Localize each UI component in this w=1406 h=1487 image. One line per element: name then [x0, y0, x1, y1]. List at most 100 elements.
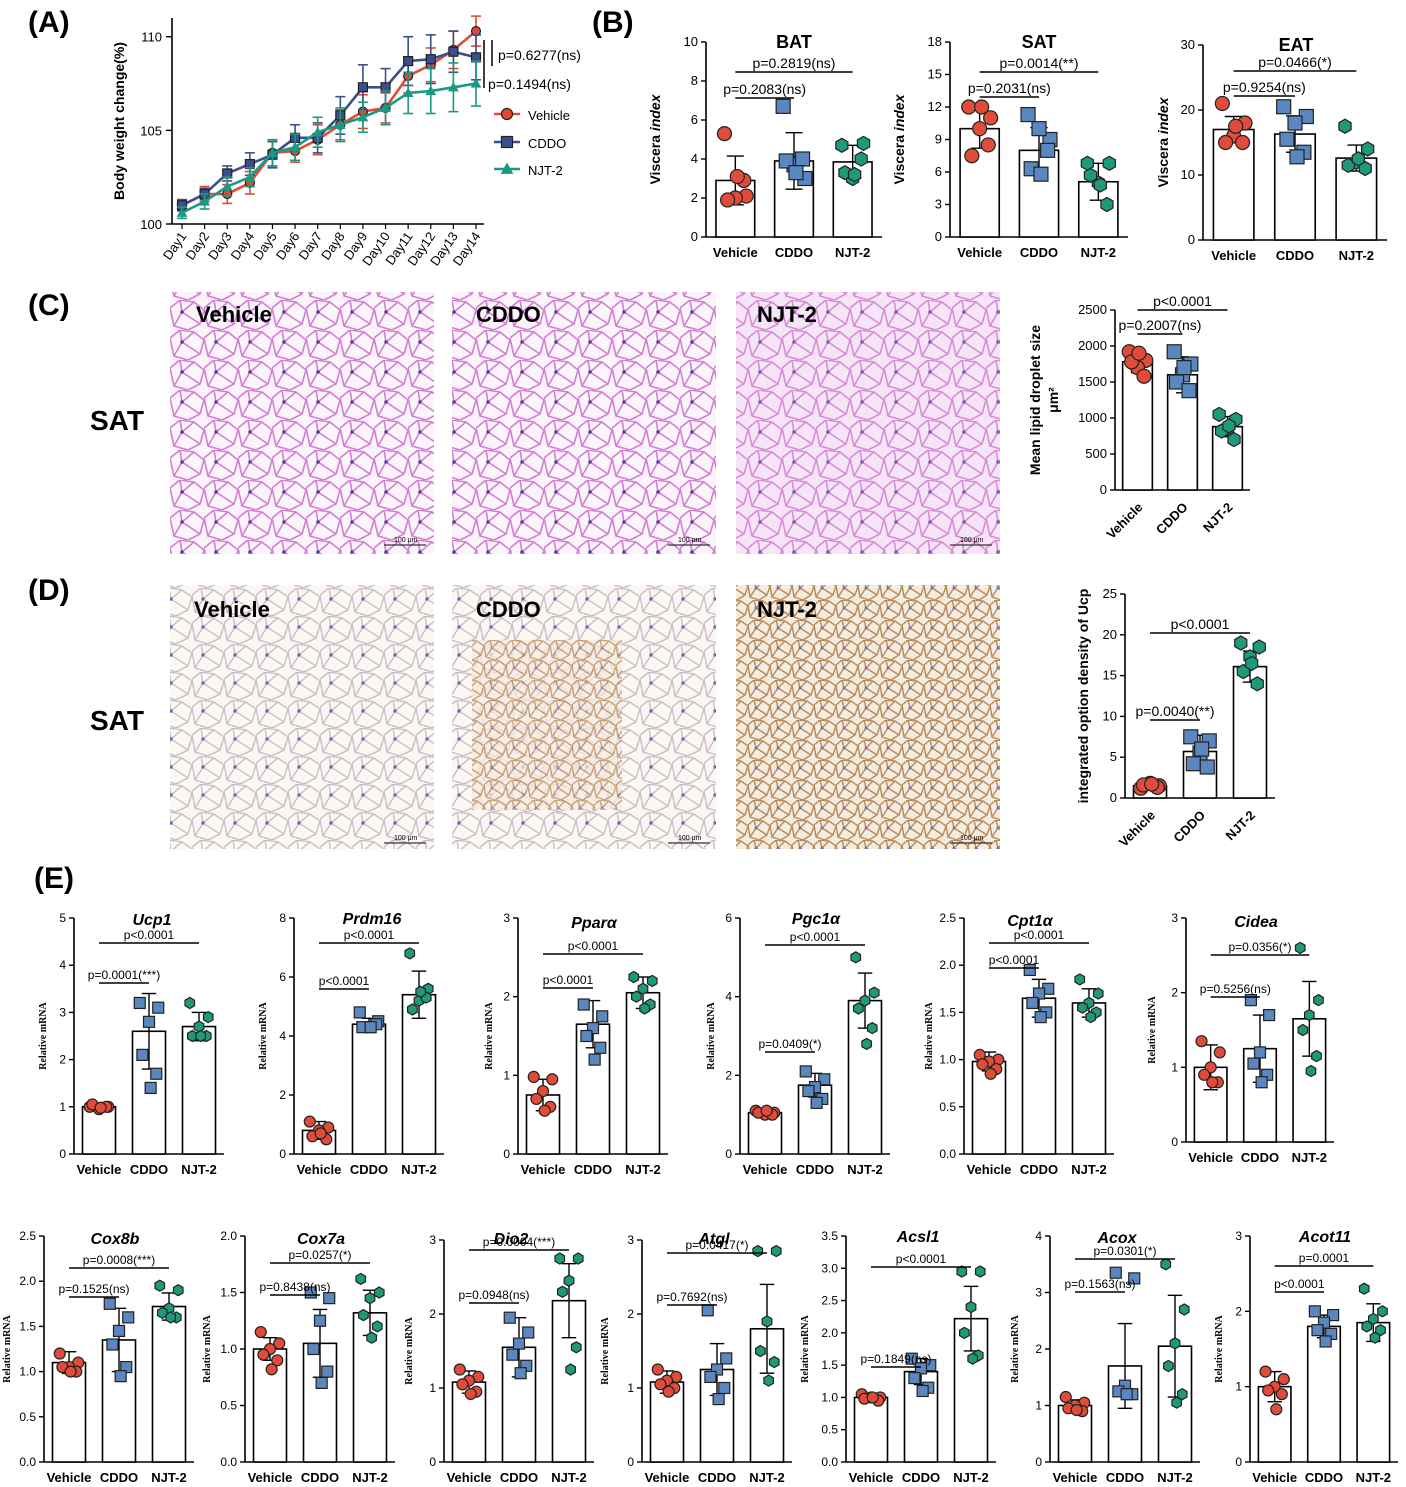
- y-axis-label: Relative mRNA: [600, 1316, 611, 1384]
- x-tick-label: CDDO: [301, 1470, 339, 1485]
- data-point: [1228, 118, 1244, 134]
- data-point: [1375, 1324, 1386, 1337]
- data-point: [122, 1311, 135, 1324]
- bar-Vehicle: [51, 1361, 87, 1463]
- data-point: [983, 110, 999, 126]
- x-tick-label: NJT-2: [1157, 1470, 1192, 1485]
- chart-title: Atgl: [697, 1231, 730, 1248]
- y-tick-label: 0: [503, 1147, 510, 1161]
- data-point: [716, 126, 733, 142]
- y-tick-label: 2.5: [19, 1229, 36, 1243]
- data-point: [850, 951, 862, 964]
- data-point: [1351, 151, 1366, 167]
- data-point: [854, 151, 868, 167]
- y-axis-label: Relative mRNA: [1147, 995, 1158, 1063]
- data-point: [112, 1324, 126, 1338]
- y-tick-label: 1500: [1078, 374, 1107, 389]
- x-tick-label: CDDO: [1153, 500, 1191, 538]
- y-tick-label: 3: [935, 197, 942, 212]
- scale-bar-label: 100 μm: [678, 835, 702, 842]
- data-point: [536, 1084, 550, 1098]
- y-tick-label: 15: [1103, 668, 1117, 683]
- y-tick-label: 0: [1171, 1135, 1178, 1149]
- data-point: [1234, 134, 1251, 151]
- data-point: [1120, 1388, 1133, 1401]
- y-tick-label: 5: [59, 911, 66, 925]
- data-point: [788, 165, 804, 181]
- data-point: [1252, 639, 1266, 655]
- y-axis-label-part: Viscera: [1155, 134, 1171, 187]
- x-tick-label: NJT-2: [749, 1470, 784, 1485]
- data-point: [1032, 987, 1046, 1000]
- y-tick-label: 1: [503, 1068, 510, 1082]
- data-point: [1250, 676, 1264, 692]
- x-tick-label: Day7: [295, 229, 325, 262]
- x-tick-label: Vehicle: [1103, 500, 1145, 542]
- y-tick-label: 3: [503, 911, 510, 925]
- data-point: [366, 1331, 377, 1344]
- data-point: [133, 996, 146, 1010]
- x-tick-label: NJT-2: [151, 1470, 186, 1485]
- data-point: [1136, 368, 1152, 384]
- data-point: [847, 166, 862, 183]
- micrograph-label: CDDO: [476, 597, 541, 622]
- data-point: [754, 1344, 766, 1358]
- y-axis-label: Body weight change(%): [111, 42, 127, 200]
- y-tick-label: 0: [1110, 790, 1117, 805]
- x-tick-label: CDDO: [100, 1470, 138, 1485]
- y-axis-label-part: index: [647, 93, 663, 131]
- bar-CDDO: [1021, 997, 1057, 1155]
- y-axis-label: Relative mRNA: [1010, 1314, 1021, 1382]
- data-point: [464, 1387, 477, 1401]
- data-point: [916, 1384, 929, 1398]
- x-tick-label: Day1: [160, 229, 190, 262]
- x-tick-label: NJT-2: [401, 1162, 436, 1177]
- y-axis-label: Relative mRNA: [924, 1001, 935, 1069]
- data-point: [1244, 994, 1257, 1007]
- data-point: [530, 1092, 543, 1106]
- x-tick-label: Vehicle: [645, 1470, 690, 1485]
- data-point: [763, 1374, 775, 1387]
- p-value-label: p=0.7692(ns): [656, 1290, 727, 1304]
- y-tick-label: 25: [1103, 586, 1117, 601]
- data-point: [154, 1279, 166, 1292]
- micrograph-label: NJT-2: [757, 597, 817, 622]
- y-tick-label: 10: [1103, 708, 1117, 723]
- y-tick-label: 4: [279, 1029, 286, 1043]
- chart-title: SAT: [1022, 32, 1057, 52]
- y-tick-label: 0: [725, 1147, 732, 1161]
- p-value-label: p=0.2031(ns): [968, 80, 1051, 96]
- p-value-label: p=0.1525(ns): [58, 1282, 129, 1296]
- chart-A: 100 105 110 Day1Day2Day3Day4Day5Day6Day7Day…: [111, 15, 581, 269]
- data-point: [1253, 1046, 1267, 1059]
- data-point: [456, 1378, 469, 1391]
- y-tick-label: 1: [627, 1381, 634, 1395]
- chart-E-Acsl1: 0.0 0.5 1.0 1.5 2.0 2.5 3.0 3.5 Vehicle CDDO NJT-2…: [800, 1229, 996, 1485]
- data-point: [265, 1363, 278, 1376]
- x-tick-label: NJT-2: [1292, 1150, 1327, 1165]
- data-point: [425, 54, 436, 65]
- y-tick-label: 3: [429, 1233, 436, 1247]
- data-point: [407, 1003, 418, 1016]
- data-point: [704, 1370, 717, 1384]
- data-point: [53, 1347, 66, 1360]
- x-tick-label: Day4: [228, 229, 258, 262]
- data-point: [402, 87, 414, 98]
- data-point: [114, 1370, 127, 1383]
- data-point: [1259, 1365, 1272, 1378]
- y-axis-label: Viscera index: [1155, 96, 1171, 187]
- data-point: [1255, 1076, 1268, 1089]
- y-axis-label: Relative mRNA: [38, 1001, 49, 1069]
- y-tick-label: 1: [1235, 1380, 1242, 1394]
- data-point: [364, 1292, 376, 1305]
- data-point: [1199, 759, 1215, 775]
- x-tick-label: NJT-2: [1200, 500, 1236, 536]
- data-point: [425, 85, 437, 96]
- data-point: [1212, 406, 1226, 423]
- data-point: [956, 1265, 968, 1278]
- y-axis-label: integrated option density of Ucp: [1075, 589, 1091, 804]
- y-tick-label: 2.5: [821, 1294, 838, 1308]
- chart-title: Cidea: [1234, 914, 1278, 931]
- data-point: [710, 1363, 724, 1376]
- data-point: [1076, 1001, 1088, 1014]
